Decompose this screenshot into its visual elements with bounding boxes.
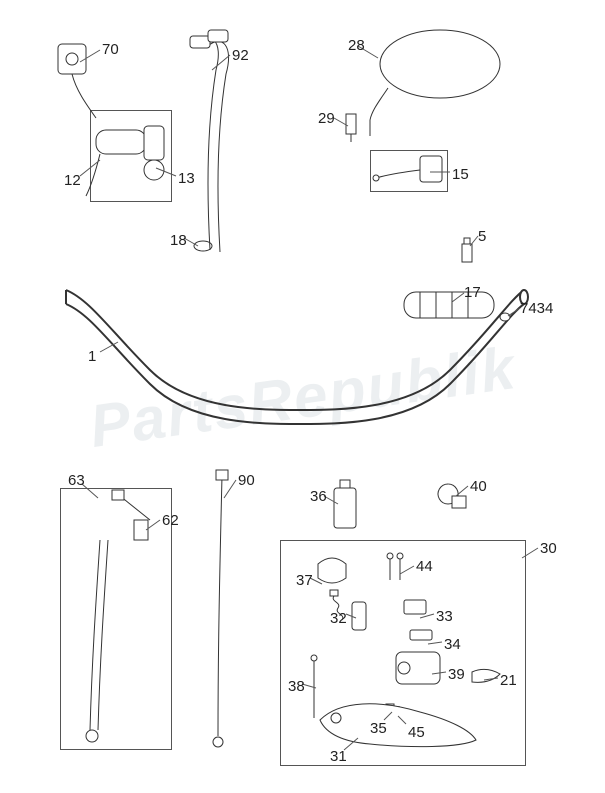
callout-62: 62 <box>162 512 179 529</box>
callout-38: 38 <box>288 678 305 695</box>
callout-34: 34 <box>444 636 461 653</box>
callout-15: 15 <box>452 166 469 183</box>
part-ring <box>194 241 212 251</box>
callout-28: 28 <box>348 37 365 54</box>
callout-36: 36 <box>310 488 327 505</box>
callout-37: 37 <box>296 572 313 589</box>
callout-18: 18 <box>170 232 187 249</box>
callout-45: 45 <box>408 724 425 741</box>
group-box-13 <box>90 110 172 202</box>
callout-44: 44 <box>416 558 433 575</box>
callout-31: 31 <box>330 748 347 765</box>
callout-30: 30 <box>540 540 557 557</box>
part-throttle-cables <box>190 30 229 252</box>
group-box-63 <box>60 488 172 750</box>
callout-92: 92 <box>232 47 249 64</box>
part-oil-bottle <box>334 480 356 528</box>
part-adapter <box>346 114 356 142</box>
callout-1: 1 <box>88 348 96 365</box>
callout-17: 17 <box>464 284 481 301</box>
part-clutch-cable <box>213 470 228 747</box>
callout-12: 12 <box>64 172 81 189</box>
callout-29: 29 <box>318 110 335 127</box>
callout-32: 32 <box>330 610 347 627</box>
part-mirror <box>370 30 500 136</box>
part-loctite <box>462 238 472 262</box>
callout-7434: 7434 <box>520 300 553 317</box>
callout-40: 40 <box>470 478 487 495</box>
callout-35: 35 <box>370 720 387 737</box>
diagram-stage: PartsRepublik <box>0 0 605 793</box>
callout-39: 39 <box>448 666 465 683</box>
group-box-15 <box>370 150 448 192</box>
part-handlebar <box>66 290 528 424</box>
part-mirror-clamp <box>438 484 466 508</box>
callout-33: 33 <box>436 608 453 625</box>
part-plug <box>500 313 510 321</box>
part-kill-switch <box>58 44 96 118</box>
callout-63: 63 <box>68 472 85 489</box>
callout-90: 90 <box>238 472 255 489</box>
callout-21: 21 <box>500 672 517 689</box>
callout-13: 13 <box>178 170 195 187</box>
callout-5: 5 <box>478 228 486 245</box>
callout-70: 70 <box>102 41 119 58</box>
group-box-30 <box>280 540 526 766</box>
watermark: PartsRepublik <box>85 332 520 460</box>
